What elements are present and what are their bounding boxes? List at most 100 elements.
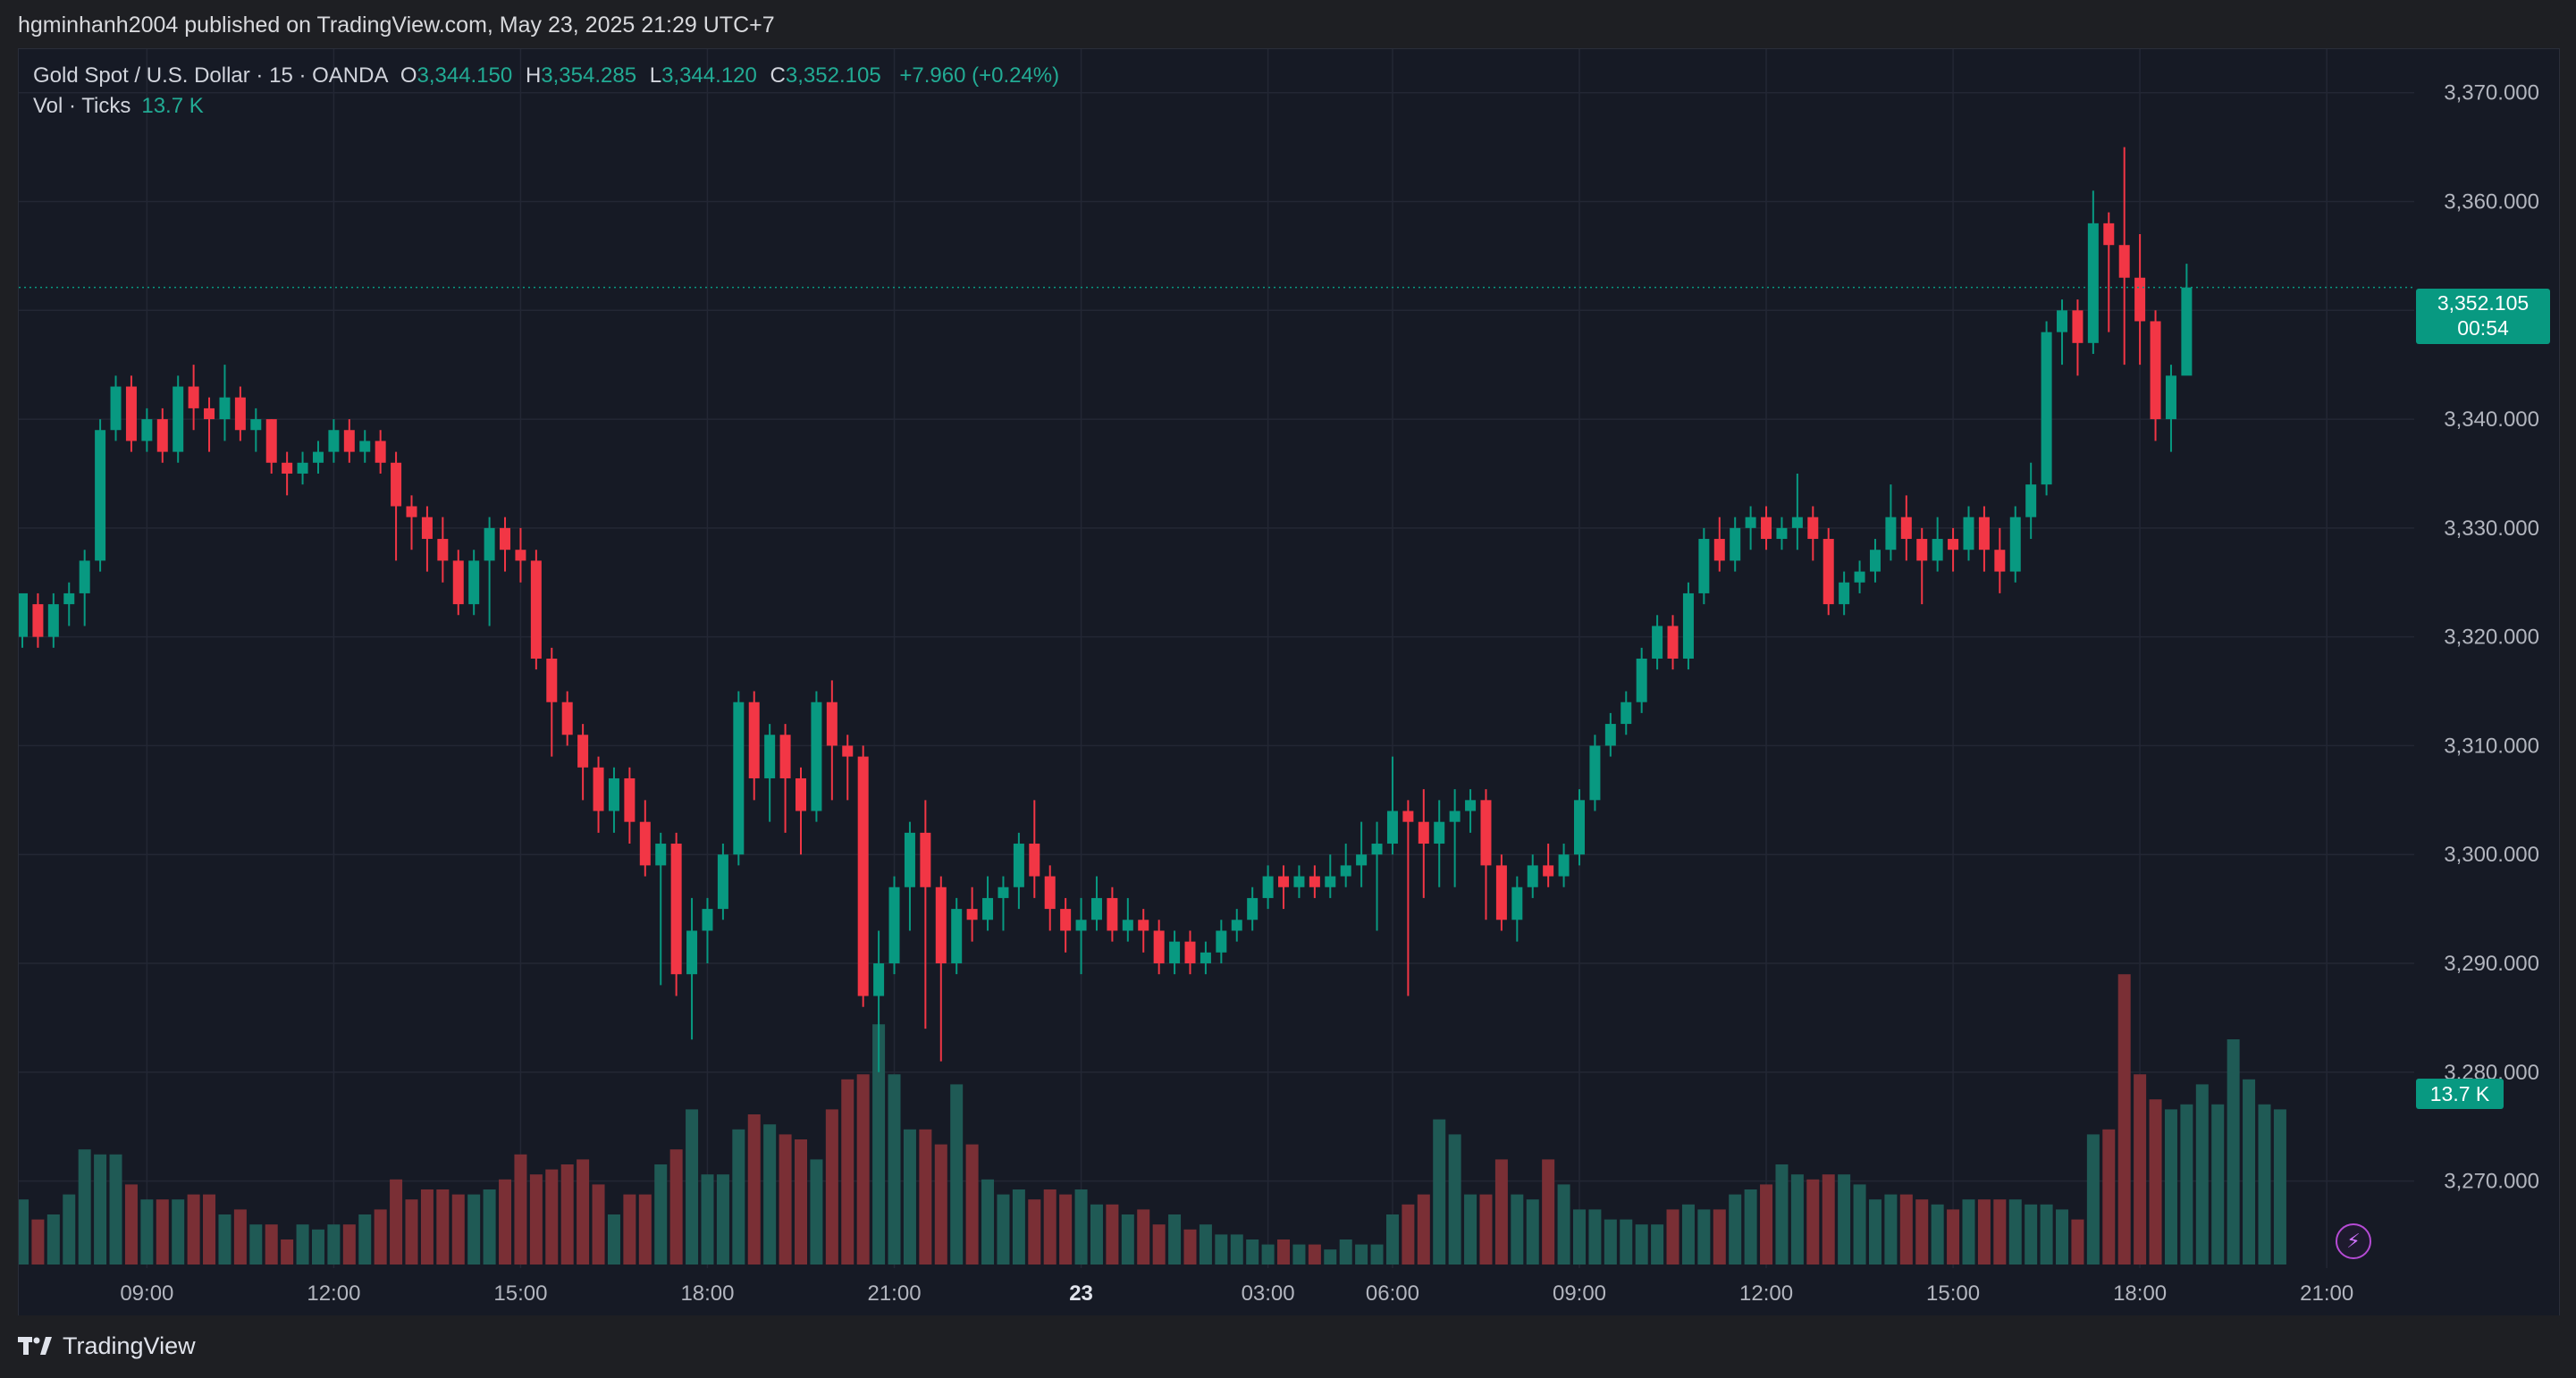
- volume-bar: [919, 1129, 932, 1265]
- candle-body: [32, 604, 44, 637]
- y-axis-tick-label: 3,300.000: [2444, 843, 2539, 867]
- x-axis-tick-label: 21:00: [2300, 1281, 2353, 1306]
- volume-bar: [1790, 1174, 1804, 1265]
- volume-bar: [623, 1194, 636, 1265]
- symbol-name[interactable]: Gold Spot / U.S. Dollar · 15 · OANDA: [33, 63, 388, 88]
- candle-body: [1418, 821, 1429, 844]
- volume-bar: [1479, 1194, 1493, 1265]
- volume-bar: [1573, 1209, 1586, 1265]
- candle-body: [421, 517, 433, 540]
- candle-body: [779, 735, 791, 778]
- candle-body: [1278, 876, 1290, 887]
- volume-bar: [390, 1179, 403, 1265]
- candle-body: [1449, 811, 1461, 822]
- x-axis-tick-label: 21:00: [867, 1281, 921, 1306]
- candle-body: [79, 560, 90, 593]
- volume-label[interactable]: Vol · Ticks: [33, 94, 131, 118]
- chart-panel[interactable]: 3,270.000 3,280.000 3,290.000 3,300.000 3,31…: [18, 48, 2560, 1317]
- x-axis-tick-label: 12:00: [1739, 1281, 1793, 1306]
- volume-bar: [981, 1179, 995, 1265]
- volume-bar: [872, 1024, 886, 1265]
- candle-body: [842, 745, 854, 757]
- candle-body: [1791, 517, 1803, 528]
- tradingview-logo[interactable]: TradingView: [18, 1330, 196, 1362]
- candle-body: [826, 702, 838, 746]
- candle-body: [998, 886, 1009, 898]
- volume-bar: [1635, 1224, 1648, 1265]
- volume-bar: [669, 1149, 683, 1265]
- volume-bar: [1915, 1199, 1929, 1265]
- volume-bar: [358, 1214, 372, 1265]
- volume-bar: [63, 1194, 76, 1265]
- candle-body: [1169, 941, 1181, 963]
- bar-countdown: 00:54: [2457, 316, 2509, 340]
- volume-bar: [342, 1224, 356, 1265]
- y-axis-tick-label: 3,370.000: [2444, 81, 2539, 105]
- candle-body: [1386, 811, 1398, 844]
- candle-body: [1776, 527, 1788, 540]
- candle-body: [1231, 920, 1242, 931]
- candle-body: [234, 397, 246, 431]
- volume-bar: [1947, 1209, 1960, 1265]
- volume-bar: [795, 1139, 807, 1265]
- y-axis-tick-label: 3,360.000: [2444, 190, 2539, 214]
- candlestick-chart[interactable]: 3,270.0003,280.0003,290.0003,300.0003,31…: [19, 49, 2559, 1316]
- candle-body: [468, 560, 480, 605]
- candle-body: [966, 909, 978, 920]
- volume-bar: [592, 1184, 605, 1265]
- candle-body: [2181, 287, 2193, 376]
- volume-bar: [311, 1229, 324, 1265]
- volume-bar: [1464, 1194, 1477, 1265]
- candle-body: [219, 397, 231, 420]
- candle-body: [63, 592, 75, 605]
- volume-bar: [467, 1194, 481, 1265]
- candle-body: [1636, 659, 1647, 702]
- candle-body: [593, 767, 604, 811]
- volume-bar: [747, 1114, 761, 1265]
- volume-bar: [451, 1194, 465, 1265]
- volume-bar: [514, 1154, 527, 1265]
- volume-bar: [124, 1184, 138, 1265]
- candle-body: [1916, 539, 1928, 561]
- volume-bar: [2273, 1109, 2286, 1265]
- candle-body: [624, 777, 636, 822]
- volume-bar: [1106, 1204, 1119, 1265]
- volume-bar: [1385, 1214, 1399, 1265]
- volume-bar: [172, 1199, 185, 1265]
- volume-bar: [1962, 1199, 1975, 1265]
- x-axis-tick-label: 09:00: [1553, 1281, 1606, 1306]
- volume-bar: [1059, 1194, 1073, 1265]
- low-label: L: [649, 63, 662, 88]
- candle-body: [1652, 626, 1663, 659]
- lightning-bolt-icon[interactable]: ⚡: [2336, 1223, 2371, 1259]
- candle-body: [141, 419, 153, 441]
- candle-body: [670, 844, 682, 975]
- volume-bar: [1215, 1234, 1228, 1265]
- volume-bar: [701, 1174, 714, 1265]
- candle-body: [2025, 484, 2037, 517]
- x-axis-tick-label: 23: [1069, 1281, 1093, 1306]
- candle-body: [873, 963, 885, 996]
- candle-body: [1247, 897, 1259, 920]
- volume-bar: [249, 1224, 263, 1265]
- volume-bar: [1199, 1224, 1212, 1265]
- candle-body: [1854, 571, 1865, 583]
- volume-bar: [1417, 1194, 1430, 1265]
- candle-body: [1060, 909, 1072, 931]
- candle-body: [1511, 886, 1523, 920]
- candle-body: [1698, 539, 1710, 593]
- open-value: 3,344.150: [417, 63, 513, 88]
- publisher-line: hgminhanh2004 published on TradingView.c…: [18, 13, 775, 38]
- volume-bar: [997, 1194, 1010, 1265]
- tradingview-brand: TradingView: [63, 1332, 196, 1359]
- x-axis-tick-label: 12:00: [307, 1281, 360, 1306]
- volume-bar: [2025, 1204, 2038, 1265]
- volume-bar: [965, 1144, 979, 1265]
- y-axis-tick-label: 3,270.000: [2444, 1170, 2539, 1194]
- volume-bar: [763, 1124, 777, 1265]
- volume-bar: [2243, 1079, 2256, 1265]
- candle-body: [2150, 321, 2161, 420]
- candle-body: [608, 777, 619, 811]
- volume-bar: [2056, 1209, 2069, 1265]
- candle-body: [655, 844, 667, 866]
